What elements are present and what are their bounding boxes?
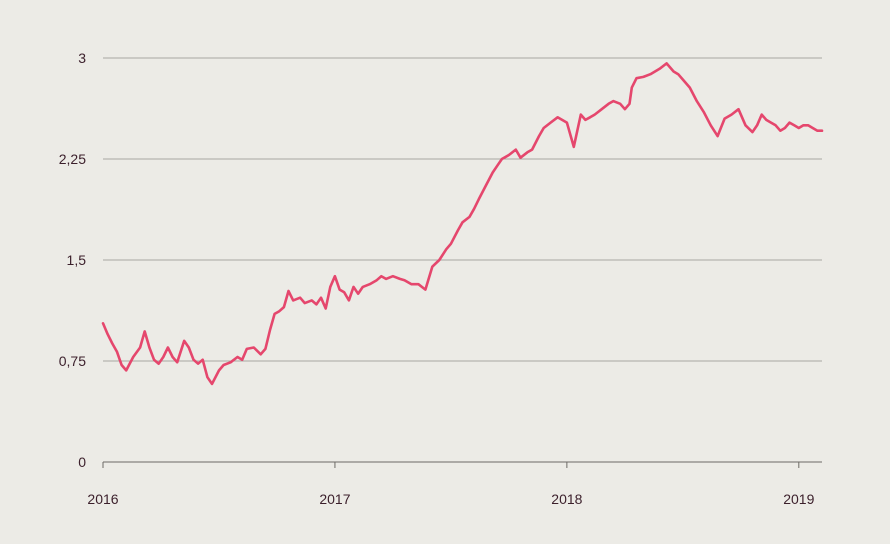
- series-layer: [101, 62, 824, 386]
- y-axis-labels: 0 0,75 1,5 2,25 3: [59, 50, 86, 470]
- y-tick-label: 2,25: [59, 151, 86, 167]
- x-tick-label: 2016: [87, 491, 118, 507]
- x-tick-label: 2017: [319, 491, 350, 507]
- x-axis-labels: 2016 2017 2018 2019: [87, 491, 814, 507]
- y-tick-label: 1,5: [67, 252, 87, 268]
- y-tick-label: 0,75: [59, 353, 86, 369]
- y-tick-label: 0: [78, 454, 86, 470]
- x-tick-label: 2019: [783, 491, 814, 507]
- series-line: [101, 62, 824, 386]
- gridlines: [103, 57, 822, 362]
- x-tick-label: 2018: [551, 491, 582, 507]
- x-axis: [102, 461, 822, 468]
- y-tick-label: 3: [78, 50, 86, 66]
